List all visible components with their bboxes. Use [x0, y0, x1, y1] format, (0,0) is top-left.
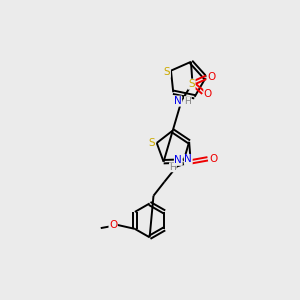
Text: N: N [174, 96, 182, 106]
Text: H: H [184, 97, 191, 106]
Text: S: S [188, 79, 195, 89]
Text: O: O [109, 220, 117, 230]
Text: O: O [204, 89, 212, 99]
Text: S: S [164, 67, 170, 77]
Text: O: O [209, 154, 217, 164]
Text: S: S [149, 138, 155, 148]
Text: N: N [184, 154, 192, 164]
Text: H: H [169, 163, 176, 172]
Text: O: O [207, 72, 215, 82]
Text: N: N [174, 155, 182, 165]
